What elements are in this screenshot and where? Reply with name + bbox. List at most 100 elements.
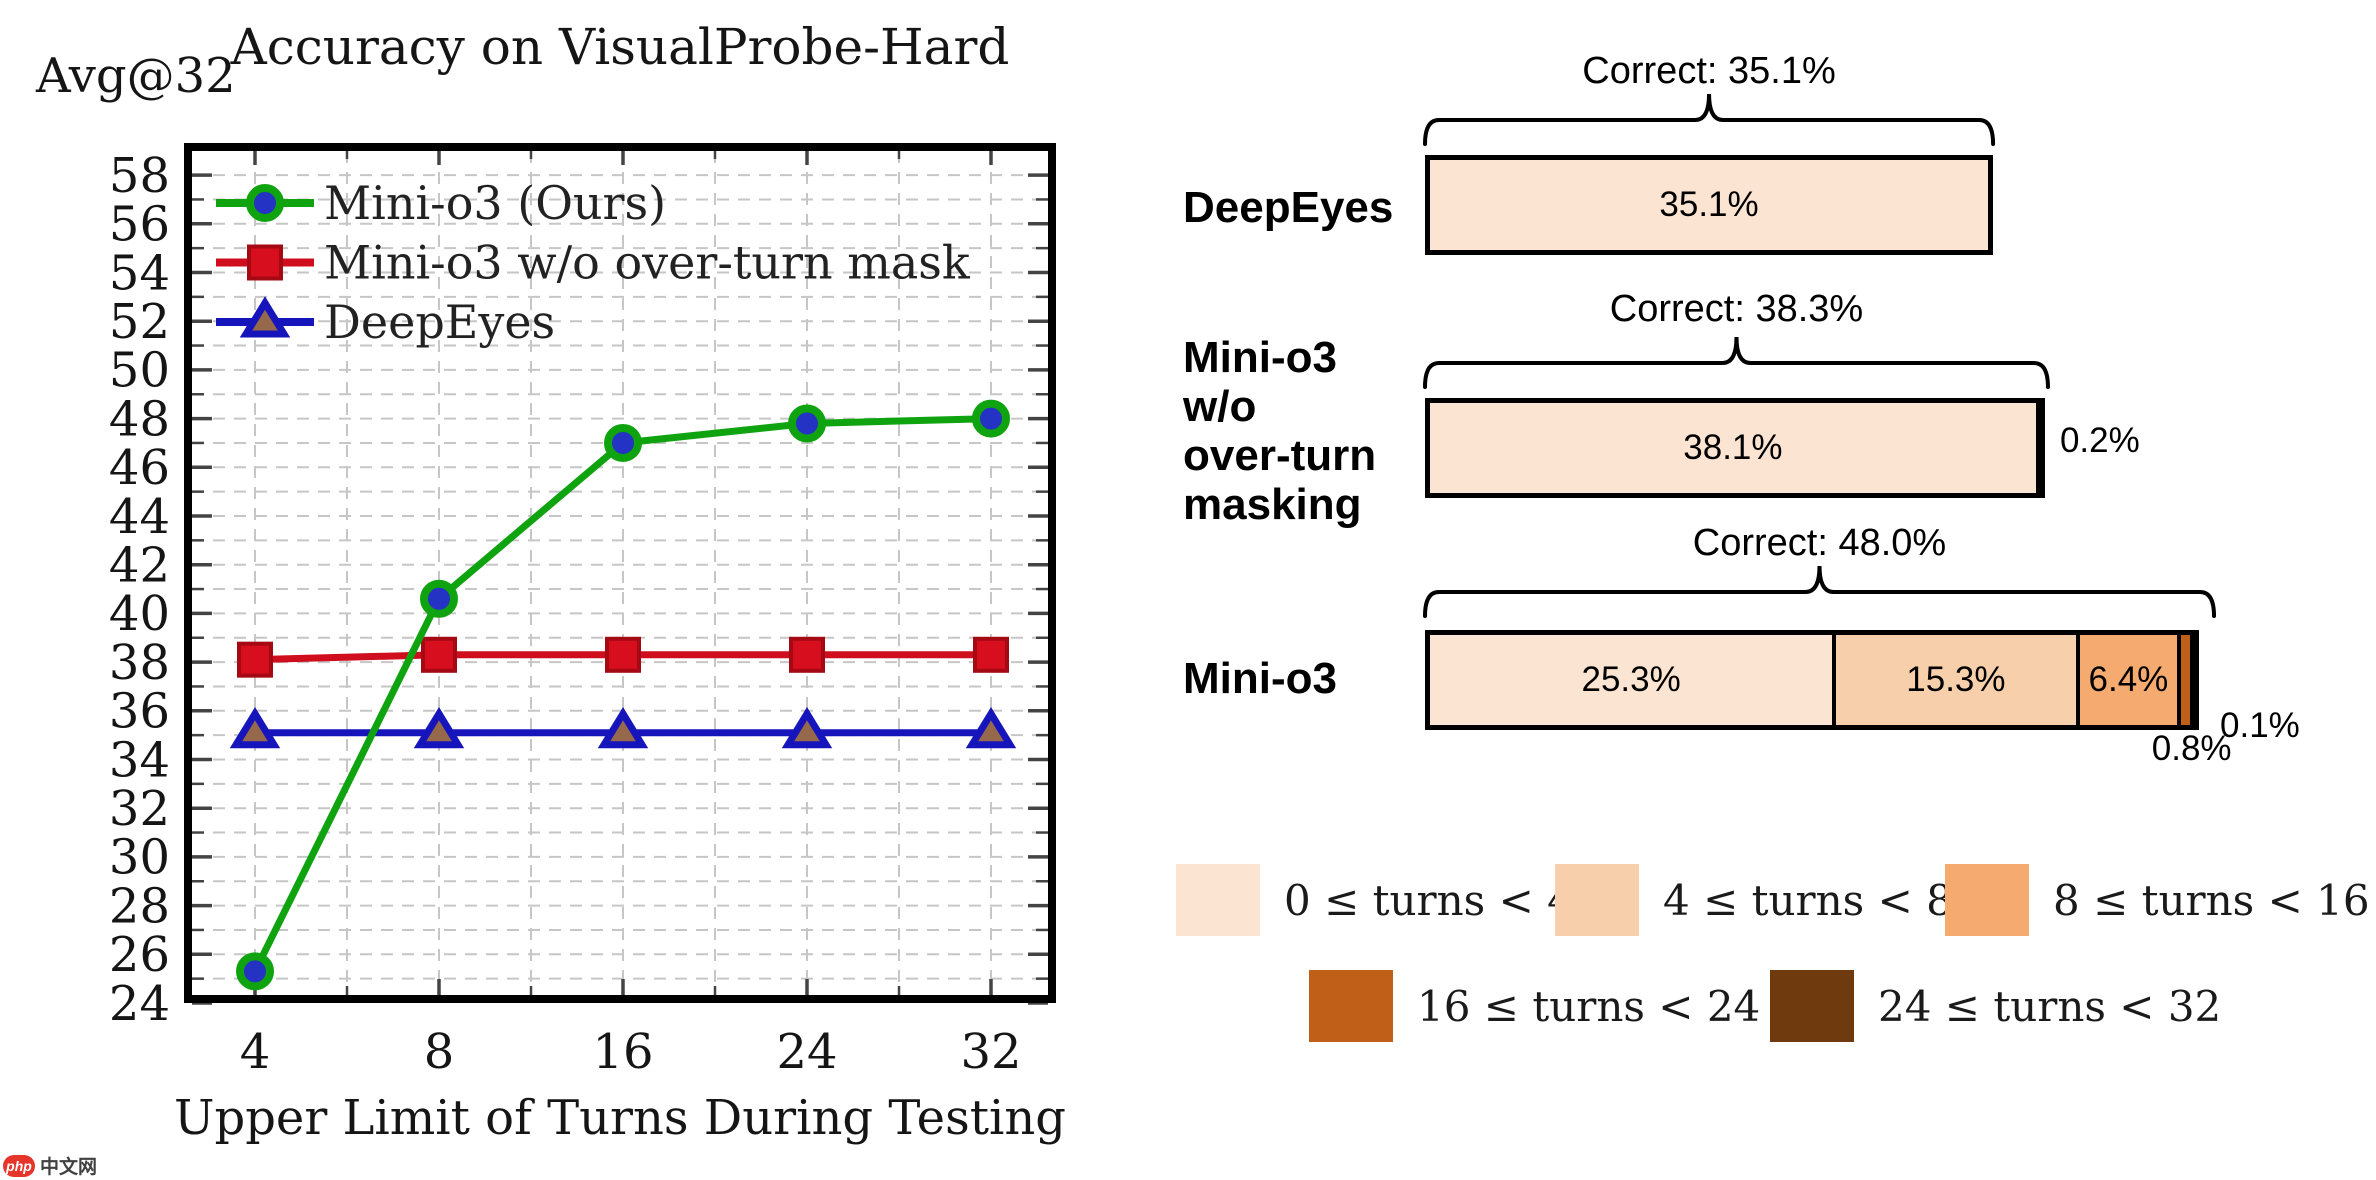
bar-row-label: Mini-o3	[1183, 654, 1337, 703]
segment-value-label: 15.3%	[1906, 660, 2006, 699]
legend-range-label: 4 ≤ turns < 8	[1663, 875, 1953, 925]
data-point-triangle	[239, 296, 291, 338]
y-tick-label: 40	[109, 586, 170, 642]
data-point-square	[973, 636, 1009, 673]
data-point-square	[237, 641, 273, 678]
data-point-circle	[236, 952, 274, 991]
data-point-square	[421, 636, 457, 673]
legend-range-label: 8 ≤ turns < 16	[2053, 875, 2370, 925]
y-tick-label: 32	[109, 781, 170, 837]
legend-range-label: 24 ≤ turns < 32	[1878, 981, 2222, 1031]
y-axis-corner-label: Avg@32	[36, 48, 236, 104]
y-tick-label: 28	[109, 878, 170, 934]
y-tick-label: 38	[109, 635, 170, 691]
y-tick-label: 50	[109, 343, 170, 399]
data-point-circle	[604, 423, 642, 462]
bar-segment	[2035, 403, 2040, 493]
legend-range-label: 16 ≤ turns < 24	[1417, 981, 1761, 1031]
total-brace	[1423, 336, 2050, 389]
data-point-square	[247, 244, 283, 281]
plot-background	[184, 143, 1056, 1003]
bar-row-label-line: w/o	[1183, 382, 1257, 431]
data-point-square	[605, 636, 641, 673]
segment-callout: 0.8%	[2151, 729, 2232, 768]
segment-value-label: 35.1%	[1659, 185, 1759, 224]
y-tick-label: 30	[109, 830, 170, 886]
bar-row-label-line: Mini-o3	[1183, 333, 1337, 382]
y-tick-label: 44	[109, 489, 170, 545]
x-tick-label: 32	[960, 1024, 1021, 1080]
legend-entry-label: Mini-o3 (Ours)	[324, 176, 666, 230]
legend-color-swatch	[1770, 970, 1854, 1042]
turns-legend-item: 24 ≤ turns < 32	[1770, 970, 2221, 1042]
bar-segment: 15.3%	[1832, 635, 2076, 725]
bar-row-label-line: masking	[1183, 480, 1362, 529]
data-point-circle	[972, 399, 1010, 438]
segment-value-label: 6.4%	[2088, 660, 2169, 699]
y-tick-label: 56	[109, 197, 170, 253]
bar-row-label-line: over-turn	[1183, 431, 1377, 480]
data-point-circle	[246, 184, 284, 222]
total-brace	[1423, 93, 1996, 146]
data-point-square	[789, 636, 825, 673]
legend-range-label: 0 ≤ turns < 4	[1284, 875, 1574, 925]
line-chart-title: Accuracy on VisualProbe-Hard	[230, 18, 1010, 76]
y-tick-label: 58	[109, 148, 170, 204]
data-point-triangle	[229, 707, 281, 749]
x-tick-label: 16	[592, 1024, 653, 1080]
correct-total-label: Correct: 48.0%	[1692, 522, 1947, 564]
y-tick-label: 42	[109, 538, 170, 594]
segment-callout: 0.1%	[2220, 706, 2300, 745]
segment-callout: 0.2%	[2059, 421, 2140, 460]
bar-segment	[2177, 635, 2190, 725]
turns-legend-item: 16 ≤ turns < 24	[1309, 970, 1760, 1042]
correct-total-label: Correct: 35.1%	[1582, 50, 1836, 92]
turns-legend-item: 0 ≤ turns < 4	[1176, 864, 1574, 936]
x-tick-label: 8	[424, 1024, 455, 1080]
segment-value-label: 25.3%	[1581, 660, 1681, 699]
y-tick-label: 24	[109, 976, 170, 1032]
data-point-triangle	[965, 707, 1017, 749]
segment-value-label: 38.1%	[1683, 428, 1783, 467]
y-tick-label: 46	[109, 440, 170, 496]
legend-entry-label: Mini-o3 w/o over-turn mask	[324, 236, 971, 290]
data-point-triangle	[781, 707, 833, 749]
bar-segment: 25.3%	[1430, 635, 1833, 725]
watermark-site-text: 中文网	[40, 1157, 98, 1178]
y-tick-label: 52	[109, 294, 170, 350]
data-point-circle	[788, 404, 826, 443]
turns-legend-item: 4 ≤ turns < 8	[1555, 864, 1953, 936]
legend-color-swatch	[1945, 864, 2029, 936]
legend-entry-label: DeepEyes	[324, 295, 555, 349]
y-tick-label: 34	[109, 732, 170, 788]
y-tick-label: 36	[109, 684, 170, 740]
bar-segment	[2190, 635, 2194, 725]
stacked-bar: 38.1%	[1425, 398, 2045, 498]
legend-color-swatch	[1555, 864, 1639, 936]
stacked-bar: 35.1%	[1425, 155, 1994, 255]
stacked-bar: 25.3% 15.3% 6.4%	[1425, 630, 2199, 730]
bar-row-label: Mini-o3 w/o over-turn masking	[1183, 333, 1376, 529]
x-axis-title: Upper Limit of Turns During Testing	[174, 1090, 1066, 1146]
total-brace	[1423, 565, 2217, 618]
data-point-triangle	[597, 707, 649, 749]
plot-frame	[184, 143, 1056, 1003]
x-tick-label: 24	[776, 1024, 837, 1080]
legend-color-swatch	[1309, 970, 1393, 1042]
php-badge-icon: php	[3, 1154, 35, 1177]
bar-row-label: DeepEyes	[1183, 183, 1393, 232]
y-tick-label: 54	[109, 245, 170, 301]
bar-segment: 38.1%	[1430, 403, 2036, 493]
y-tick-label: 48	[109, 391, 170, 447]
bar-row-label-line: Mini-o3	[1183, 654, 1337, 703]
data-point-circle	[420, 579, 458, 618]
y-tick-label: 26	[109, 927, 170, 983]
watermark-logo: php 中文网	[3, 1152, 97, 1179]
correct-total-label: Correct: 38.3%	[1609, 288, 1864, 330]
data-point-triangle	[413, 707, 465, 749]
x-tick-label: 4	[240, 1024, 271, 1080]
bar-segment: 6.4%	[2075, 635, 2178, 725]
